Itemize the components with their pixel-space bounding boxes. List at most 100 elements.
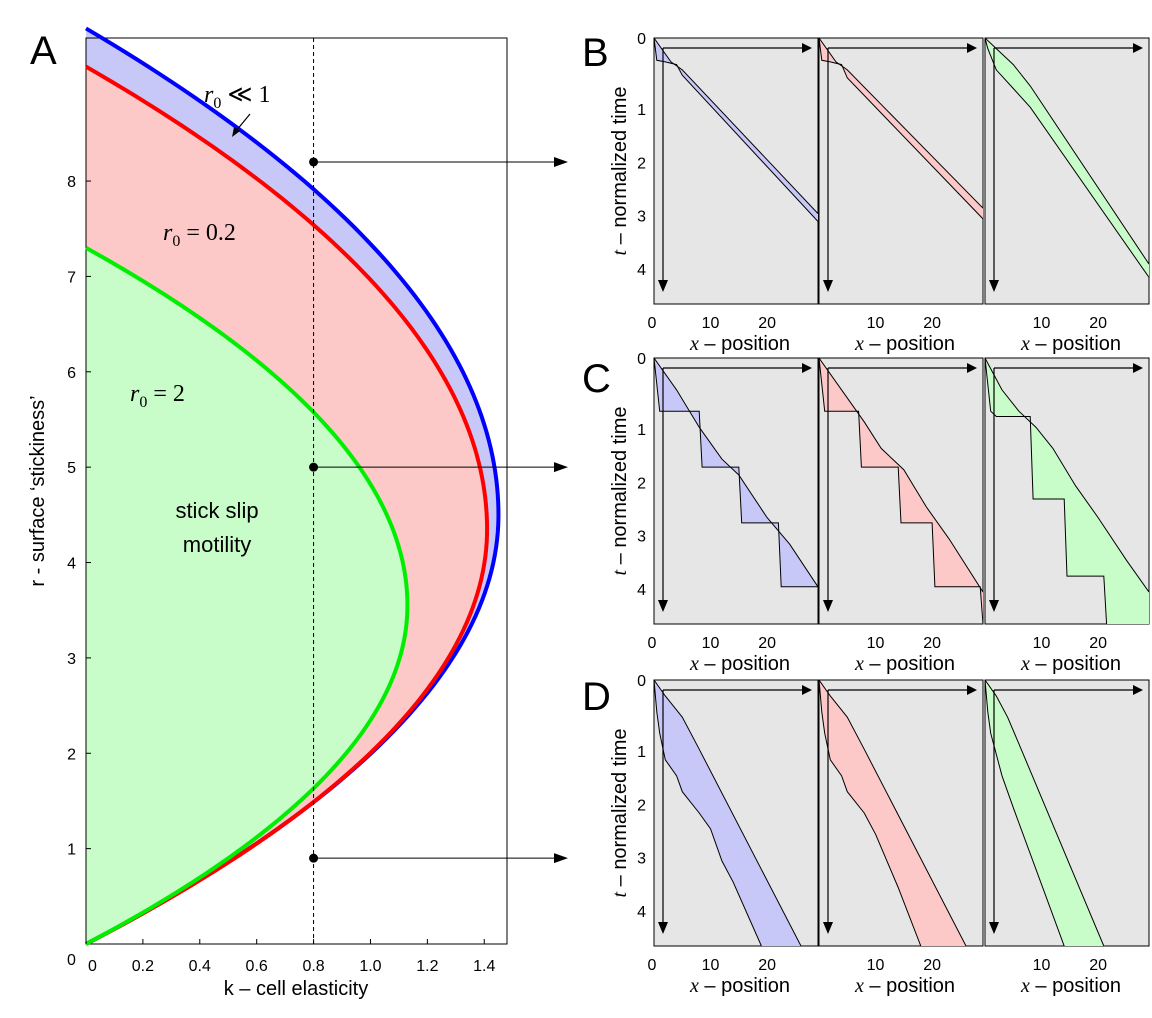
y-axis-label-t: t — [609, 569, 631, 575]
a-marker-arrow-head — [554, 156, 568, 167]
a-marker-arrow-head — [554, 853, 568, 864]
x-axis-label: x – position — [689, 975, 790, 997]
ytick-label: 1 — [637, 422, 646, 439]
x-arrow-head — [802, 363, 812, 373]
x-arrow-head — [1133, 43, 1143, 53]
y-axis-label-rest: – normalized time — [609, 87, 631, 250]
xtick-label: 20 — [758, 315, 776, 332]
x-axis-label-rest: – position — [699, 653, 790, 675]
front-edge — [819, 680, 967, 946]
a-marker-arrow-head — [554, 462, 568, 473]
xtick-label: 10 — [1033, 315, 1051, 332]
rear-edge — [654, 358, 818, 624]
y-arrow-head — [989, 600, 999, 612]
a-ytick-label: 6 — [67, 365, 76, 382]
a-markers — [309, 156, 568, 864]
a-xtick-label: 0.8 — [302, 958, 324, 975]
x-axis-label-x: x — [854, 333, 864, 355]
x-arrow-head — [802, 43, 812, 53]
rear-edge — [985, 358, 1108, 624]
a-region-label: stick slip — [175, 498, 258, 523]
xtick-label: 20 — [923, 957, 941, 974]
a-region-label: motility — [183, 532, 251, 557]
xtick-label: 10 — [867, 315, 885, 332]
a-ytick-label: 4 — [67, 556, 76, 573]
rear-edge — [654, 680, 762, 946]
front-edge — [819, 358, 983, 593]
y-arrow-head — [658, 600, 668, 612]
xtick-label: 0 — [648, 315, 657, 332]
xtick-label: 10 — [702, 957, 720, 974]
xtick-label: 10 — [702, 315, 720, 332]
xtick-label: 10 — [702, 635, 720, 652]
ytick-label: 4 — [637, 904, 646, 921]
a-fill-regions — [86, 28, 499, 945]
xtick-label: 10 — [867, 635, 885, 652]
cell-band — [654, 358, 818, 624]
a-boundary-curves — [84, 26, 501, 946]
ytick-label: 3 — [637, 209, 646, 226]
rear-edge — [985, 38, 1149, 278]
y-arrow-head — [989, 280, 999, 292]
rear-edge — [819, 38, 983, 220]
xtick-label: 10 — [1033, 957, 1051, 974]
x-axis-label-x: x — [1020, 653, 1030, 675]
x-axis-label: x – position — [854, 333, 955, 355]
xtick-label: 20 — [758, 635, 776, 652]
a-x-ticks: 0 0.2 0.4 0.6 0.8 1.0 1.2 1.4 — [85, 939, 495, 975]
ytick-label: 0 — [637, 351, 646, 368]
y-axis-label: t – normalized time — [609, 87, 631, 256]
a-label-r: r — [130, 381, 140, 407]
a-label-rest: = 0.2 — [180, 220, 236, 246]
ytick-label: 1 — [637, 102, 646, 119]
a-curve-1 — [84, 64, 490, 946]
x-axis-label-x: x — [1020, 975, 1030, 997]
a-label-r: r — [204, 82, 214, 108]
y-arrow-head — [823, 600, 833, 612]
ytick-label: 3 — [637, 851, 646, 868]
x-axis-label-rest: – position — [864, 333, 955, 355]
x-axis-label-x: x — [689, 975, 699, 997]
x-axis-label: x – position — [1020, 333, 1121, 355]
xtick-label: 20 — [1089, 957, 1107, 974]
x-arrow-head — [1133, 685, 1143, 695]
a-ytick-label: 8 — [67, 174, 76, 191]
xtick-label: 20 — [1089, 315, 1107, 332]
ytick-label: 2 — [637, 155, 646, 172]
ytick-label: 0 — [637, 31, 646, 48]
x-axis-label-rest: – position — [699, 975, 790, 997]
x-axis-label: x – position — [854, 653, 955, 675]
a-plot-frame — [85, 37, 508, 945]
a-origin-label: 0 — [67, 952, 76, 969]
xtick-label: 0 — [648, 957, 657, 974]
y-axis-label-rest: – normalized time — [609, 729, 631, 892]
a-label-sub: 0 — [139, 394, 147, 411]
subplot-bg — [653, 679, 819, 947]
front-edge — [654, 680, 802, 946]
a-label-r: r — [163, 220, 173, 246]
xtick-label: 20 — [923, 635, 941, 652]
front-edge — [985, 38, 1149, 265]
x-arrow-head — [967, 43, 977, 53]
a-xtick-label: 0 — [88, 958, 97, 975]
x-axis-label-rest: – position — [699, 333, 790, 355]
a-xtick-label: 0.4 — [189, 958, 211, 975]
ytick-label: 4 — [637, 582, 646, 599]
x-axis-label-rest: – position — [864, 653, 955, 675]
x-axis-label: x – position — [689, 333, 790, 355]
a-label-pointer-head — [232, 127, 240, 137]
a-xtick-label: 1.0 — [359, 958, 381, 975]
y-axis-label-rest: – normalized time — [609, 407, 631, 570]
a-y-ticks: 1 2 3 4 5 6 7 8 — [67, 174, 91, 859]
a-fill-2 — [86, 247, 408, 944]
rear-edge — [985, 680, 1065, 946]
a-xtick-label: 1.2 — [416, 958, 438, 975]
ytick-label: 0 — [637, 673, 646, 690]
xtick-label: 0 — [648, 635, 657, 652]
x-axis-label-x: x — [689, 653, 699, 675]
xtick-label: 20 — [923, 315, 941, 332]
x-arrow-head — [967, 685, 977, 695]
